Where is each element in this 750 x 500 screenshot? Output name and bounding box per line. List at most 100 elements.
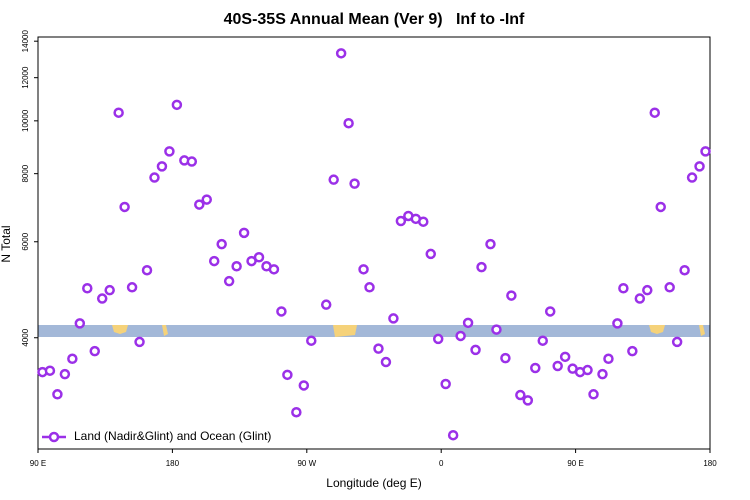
data-point — [530, 362, 541, 374]
data-point — [522, 395, 534, 406]
data-point — [89, 345, 100, 357]
legend-label: Land (Nadir&Glint) and Ocean (Glint) — [74, 429, 271, 443]
data-point — [432, 333, 444, 345]
data-point — [119, 201, 130, 213]
data-point — [395, 215, 407, 227]
data-point — [186, 156, 198, 167]
x-tick-label: 180 — [166, 459, 180, 468]
data-point — [113, 107, 124, 118]
data-point — [655, 201, 666, 213]
data-point — [627, 345, 638, 357]
legend-marker — [48, 431, 60, 443]
data-point — [500, 352, 511, 364]
x-tick-label: 90 E — [30, 459, 46, 468]
land-patch — [333, 325, 357, 337]
data-point — [470, 344, 481, 356]
data-point — [544, 306, 556, 317]
data-point — [96, 293, 108, 304]
data-point — [141, 264, 153, 276]
data-point — [700, 146, 711, 157]
data-point — [201, 194, 212, 205]
data-point — [238, 227, 250, 239]
data-point — [335, 48, 347, 59]
data-point — [597, 368, 608, 380]
data-point — [425, 248, 436, 260]
land-patch — [699, 325, 705, 336]
data-point — [298, 380, 310, 391]
data-point — [380, 356, 392, 368]
y-axis-label: N Total — [0, 225, 13, 262]
data-point — [276, 306, 287, 317]
data-point — [194, 199, 205, 210]
data-point — [462, 317, 474, 329]
data-point — [126, 282, 138, 293]
data-point — [358, 264, 369, 275]
data-point — [52, 389, 63, 400]
data-point — [306, 335, 317, 346]
y-tick-label: 10000 — [21, 109, 30, 132]
data-point — [618, 283, 629, 294]
data-point — [253, 251, 265, 263]
y-tick-label: 8000 — [21, 164, 30, 182]
data-point — [171, 99, 183, 111]
y-tick-label: 12000 — [21, 66, 30, 89]
data-point — [44, 365, 56, 376]
data-point — [208, 255, 220, 267]
data-point — [671, 336, 683, 348]
data-point — [612, 318, 623, 329]
data-point — [664, 282, 675, 293]
data-point — [388, 313, 399, 324]
data-point — [603, 353, 614, 365]
data-point — [343, 117, 354, 129]
y-tick-label: 4000 — [21, 328, 30, 346]
data-point — [104, 284, 115, 296]
data-point — [537, 335, 548, 346]
x-tick-label: 90 W — [297, 459, 316, 468]
data-point — [588, 389, 599, 400]
land-mask-band — [38, 325, 710, 337]
data-point — [491, 324, 502, 335]
land-patch — [649, 325, 665, 334]
data-point — [440, 378, 451, 390]
data-point — [455, 330, 466, 342]
data-point — [418, 216, 429, 227]
x-tick-label: 0 — [439, 459, 444, 468]
data-point — [156, 161, 168, 172]
ocean-band — [38, 325, 710, 337]
x-tick-label: 180 — [703, 459, 717, 468]
data-point — [515, 389, 526, 401]
data-point — [231, 261, 242, 272]
land-patch — [162, 325, 168, 336]
x-tick-label: 90 E — [567, 459, 583, 468]
data-point — [559, 351, 571, 363]
data-point — [59, 368, 71, 380]
x-axis-label: Longitude (deg E) — [326, 476, 421, 490]
data-point — [485, 238, 496, 250]
data-point — [373, 343, 384, 354]
data-point — [291, 406, 302, 418]
data-point — [552, 360, 563, 372]
data-point — [364, 282, 375, 293]
data-point — [328, 174, 339, 185]
data-point — [506, 290, 517, 301]
data-point — [223, 275, 235, 287]
data-point — [164, 146, 175, 157]
data-point — [642, 284, 653, 296]
data-point — [349, 178, 360, 189]
data-point — [134, 336, 145, 348]
data-point — [686, 172, 698, 183]
data-point — [582, 364, 593, 376]
data-point — [476, 261, 487, 273]
plot-frame — [37, 36, 711, 450]
data-point — [649, 107, 660, 118]
data-point — [320, 299, 332, 310]
data-point — [216, 238, 227, 250]
y-tick-label: 14000 — [21, 30, 30, 53]
data-point — [74, 318, 86, 329]
chart-title: 40S-35S Annual Mean (Ver 9) Inf to -Inf — [224, 11, 525, 28]
data-point — [67, 353, 78, 365]
data-point — [282, 369, 293, 381]
y-tick-label: 6000 — [21, 232, 30, 250]
